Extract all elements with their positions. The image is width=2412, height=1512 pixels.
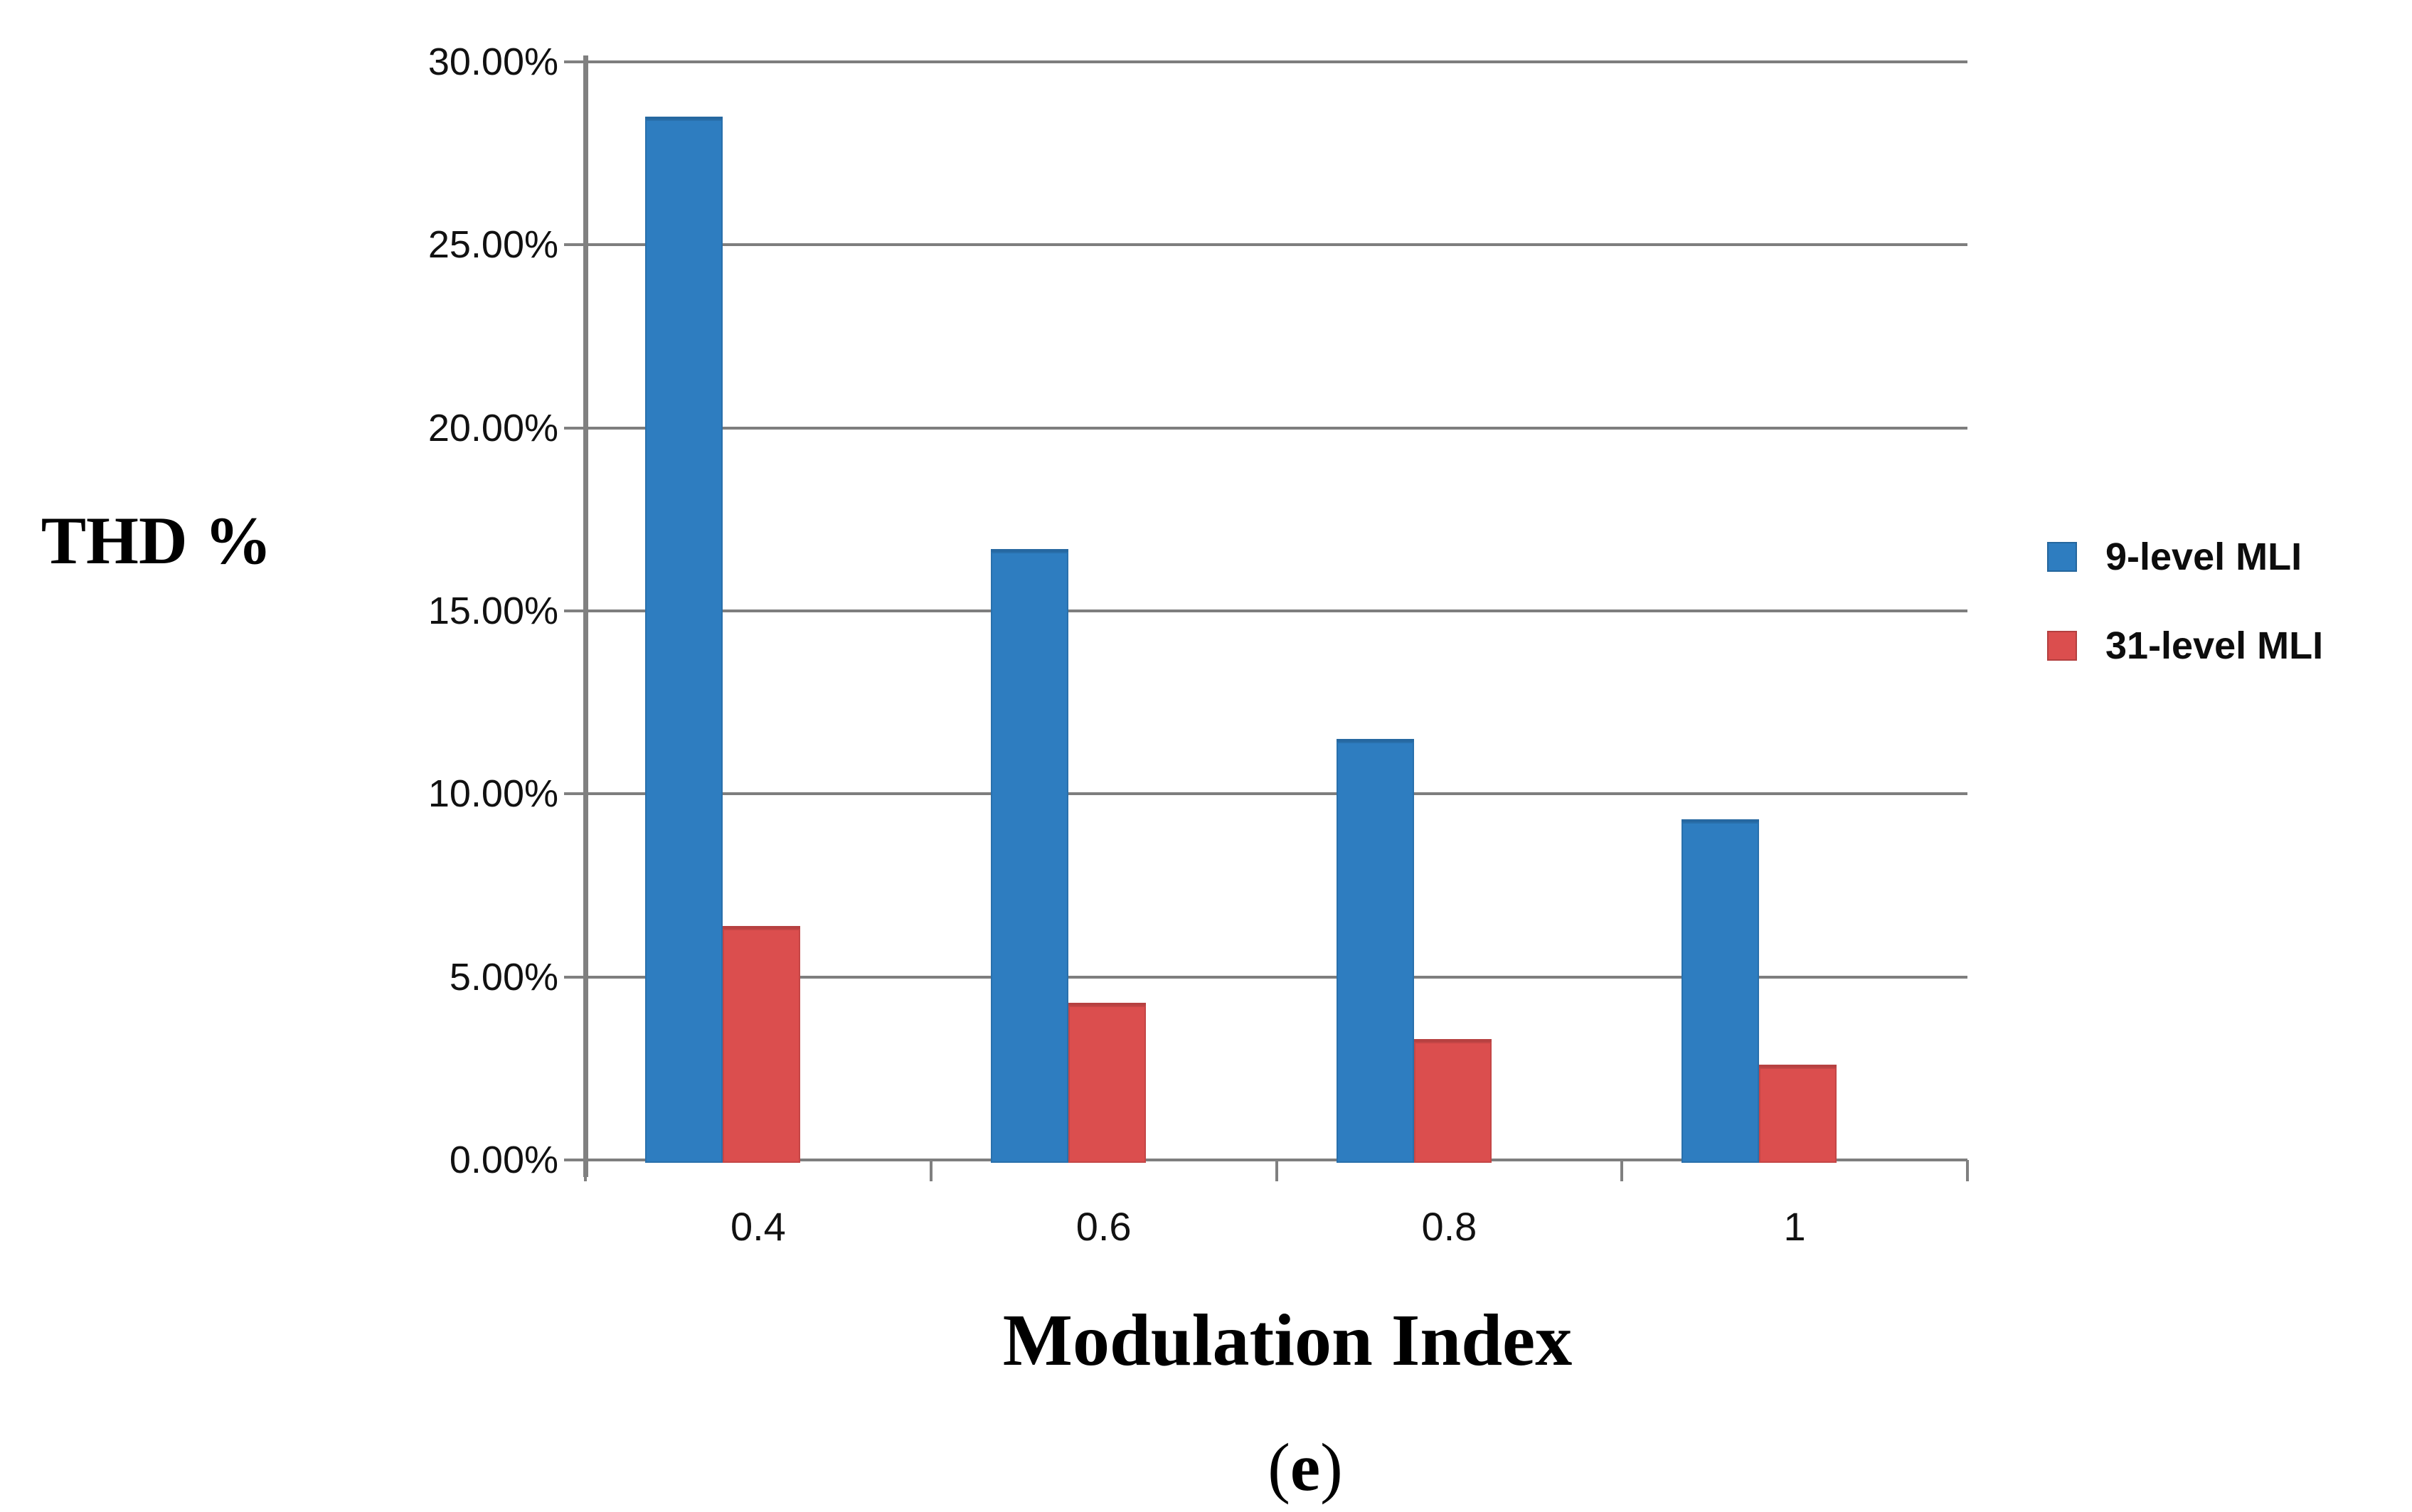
y-axis-tick — [564, 609, 588, 612]
y-axis-tick — [564, 1159, 588, 1161]
gridline — [585, 60, 1967, 63]
bar-9-level-mli-x0.8 — [1336, 739, 1414, 1163]
gridline — [585, 975, 1967, 979]
x-axis-title: Modulation Index — [1002, 1299, 1573, 1381]
bar-31-level-mli-x1 — [1759, 1065, 1837, 1163]
y-axis-title: THD % — [41, 503, 272, 578]
x-axis-tick — [584, 1160, 587, 1181]
x-tick-label: 0.8 — [1421, 1204, 1477, 1249]
y-axis-tick — [564, 60, 588, 63]
caption-open-paren: ( — [1268, 1430, 1290, 1505]
y-tick-label: 20.00% — [427, 406, 558, 449]
y-tick-label: 25.00% — [427, 223, 558, 267]
x-axis-tick — [1620, 1160, 1624, 1181]
y-axis-tick — [564, 792, 588, 796]
legend-label: 31-level MLI — [2105, 624, 2324, 667]
bar-31-level-mli-x0.8 — [1413, 1039, 1492, 1163]
x-tick-label: 0.4 — [730, 1204, 786, 1249]
y-axis-tick — [564, 975, 588, 979]
y-tick-label: 15.00% — [427, 590, 558, 632]
y-tick-label: 0.00% — [449, 1139, 558, 1181]
x-axis-tick — [1275, 1160, 1278, 1181]
bar-9-level-mli-x0.6 — [990, 548, 1068, 1163]
x-tick-label: 1 — [1783, 1204, 1806, 1249]
y-axis-tick — [564, 426, 588, 430]
y-tick-label: 30.00% — [427, 41, 558, 83]
legend-swatch-9-level-mli — [2047, 542, 2077, 572]
caption-letter: e — [1290, 1430, 1321, 1505]
x-axis-tick — [1966, 1160, 1969, 1181]
figure-caption: (e) — [1163, 1428, 1447, 1506]
bar-9-level-mli-x0.4 — [645, 117, 723, 1163]
x-axis-tick — [929, 1160, 933, 1181]
legend-label: 9-level MLI — [2105, 536, 2302, 578]
y-tick-label: 5.00% — [449, 955, 558, 999]
bar-31-level-mli-x0.6 — [1068, 1002, 1146, 1163]
gridline — [585, 609, 1967, 612]
gridline — [585, 792, 1967, 796]
bar-31-level-mli-x0.4 — [723, 925, 800, 1163]
caption-close-paren: ) — [1320, 1430, 1343, 1505]
y-tick-label: 10.00% — [427, 772, 558, 816]
bar-9-level-mli-x1 — [1682, 819, 1760, 1163]
y-axis-line — [583, 55, 588, 1177]
y-axis-tick — [564, 243, 588, 247]
gridline — [585, 426, 1967, 430]
legend-swatch-31-level-mli — [2047, 631, 2077, 661]
gridline — [585, 243, 1967, 247]
x-tick-label: 0.6 — [1075, 1204, 1132, 1249]
